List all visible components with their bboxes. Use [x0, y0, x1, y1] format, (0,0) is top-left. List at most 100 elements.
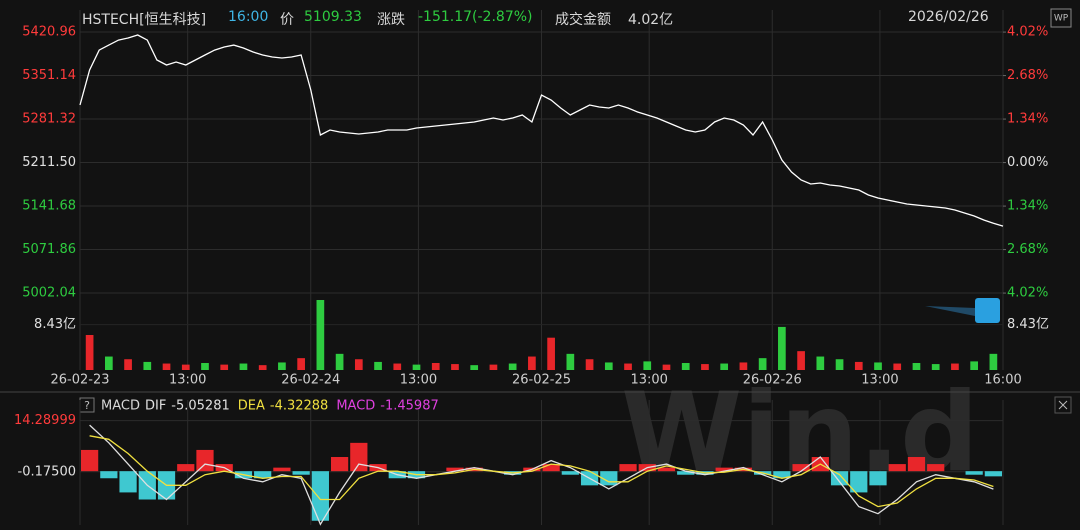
volume-bar: [528, 356, 536, 370]
volume-bar: [316, 300, 325, 370]
legend-name: MACD: [336, 399, 375, 414]
histogram-bar: [888, 464, 906, 472]
histogram-bar: [715, 467, 733, 472]
histogram-bar: [927, 464, 945, 472]
volume-tick-label: 8.43亿: [1007, 317, 1049, 332]
y-tick-label: 14.28999: [14, 413, 76, 428]
histogram-bar: [311, 471, 329, 521]
volume-bar: [701, 364, 709, 370]
badge-box[interactable]: [1050, 8, 1072, 28]
volume-bar: [393, 363, 402, 370]
volume-bar: [220, 364, 229, 370]
x-tick-label: 13:00: [861, 373, 898, 388]
volume-bar: [912, 363, 921, 370]
volume-bar: [470, 365, 479, 370]
histogram-bar: [330, 457, 349, 472]
volume-bar: [239, 363, 248, 370]
volume-bar: [970, 361, 979, 370]
volume-bar: [816, 356, 825, 370]
y2-tick-label: 4.02%: [1007, 25, 1048, 40]
volume-bar: [508, 363, 517, 370]
volume-bar: [412, 364, 421, 370]
volume-bar: [124, 359, 132, 370]
x-tick-label: 26-02-23: [50, 373, 109, 388]
y-tick-label: -0.17500: [18, 464, 76, 479]
y2-tick-label: 1.34%: [1007, 199, 1048, 214]
volume-bar: [874, 362, 882, 370]
y-tick-label: 5071.86: [22, 242, 76, 257]
volume-bar: [951, 363, 959, 370]
y-tick-label: 5420.96: [22, 25, 76, 40]
histogram-bar: [254, 471, 272, 479]
histogram-bar: [984, 471, 1002, 477]
volume-bar: [354, 359, 363, 370]
date: 2026/02/26: [908, 9, 989, 25]
volume-bar: [489, 364, 498, 370]
x-tick-label: 26-02-25: [512, 373, 571, 388]
help-glyph: ?: [84, 399, 90, 412]
volume-bar: [758, 358, 767, 370]
symbol: HSTECH[恒生科技]: [82, 12, 207, 28]
legend-name: DEA: [238, 399, 265, 414]
change: -151.17(-2.87%): [418, 9, 533, 25]
legend-value: -5.05281: [171, 399, 229, 414]
histogram-bar: [677, 471, 695, 475]
turnover: 4.02亿: [628, 12, 674, 28]
price-label: 价: [280, 12, 294, 28]
y2-tick-label: 1.34%: [1007, 112, 1048, 127]
y-tick-label: 5211.50: [22, 155, 76, 170]
series-line: [79, 34, 1004, 227]
volume-bar: [162, 363, 171, 370]
histogram-bar: [773, 471, 791, 479]
change-label: 涨跌: [377, 12, 405, 28]
volume-bar: [931, 364, 940, 370]
y2-tick-label: 2.68%: [1007, 242, 1048, 257]
turnover-label: 成交金额: [555, 12, 611, 28]
volume-bar: [893, 363, 902, 370]
histogram-bar: [792, 464, 810, 472]
histogram-bar: [907, 457, 926, 472]
legend-value: -4.32288: [270, 399, 328, 414]
histogram-bar: [100, 471, 118, 479]
volume-bar: [143, 361, 152, 370]
histogram-bar: [196, 449, 214, 472]
volume-bar: [201, 363, 209, 370]
histogram-bar: [292, 471, 310, 475]
volume-bar: [85, 335, 94, 370]
volume-bar: [835, 359, 844, 370]
legend-name: DIF: [145, 399, 166, 414]
volume-bar: [374, 361, 382, 370]
volume-bar: [181, 364, 190, 370]
volume-bar: [720, 363, 729, 370]
volume-bar: [297, 358, 305, 370]
logo-cube: [975, 298, 1000, 323]
histogram-bar: [850, 471, 868, 493]
x-tick-label: 13:00: [630, 373, 667, 388]
volume-bar: [624, 363, 632, 370]
close-button[interactable]: [1054, 396, 1072, 414]
y-tick-label: 5002.04: [22, 285, 76, 300]
y-tick-label: 5141.68: [22, 198, 76, 213]
volume-bar: [643, 361, 652, 370]
histogram-bar: [446, 467, 464, 472]
x-tick-label: 26-02-24: [281, 373, 340, 388]
volume-bar: [585, 359, 594, 370]
volume-bar: [566, 353, 575, 370]
histogram-bar: [619, 464, 637, 472]
y2-tick-label: 0.00%: [1007, 155, 1048, 170]
series-line: [89, 435, 994, 508]
volume-bar: [854, 361, 863, 370]
histogram-bar: [561, 471, 579, 475]
x-tick-label: 13:00: [400, 373, 437, 388]
x-tick-label: 13:00: [169, 373, 206, 388]
volume-bar: [989, 353, 998, 370]
volume-bar: [258, 365, 267, 370]
x-tick-label: 16:00: [984, 373, 1021, 388]
volume-bar: [778, 326, 786, 370]
volume-bar: [335, 353, 344, 370]
y-tick-label: 5281.32: [22, 112, 76, 127]
volume-bar: [739, 362, 748, 370]
volume-bar: [797, 351, 805, 370]
